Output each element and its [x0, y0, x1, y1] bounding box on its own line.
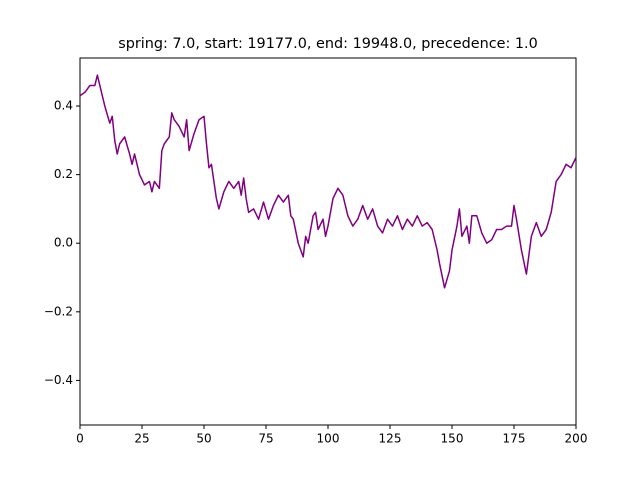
y-tick-label: 0.4 — [54, 99, 73, 113]
chart-title: spring: 7.0, start: 19177.0, end: 19948.… — [118, 36, 538, 52]
y-tick-label: −0.4 — [44, 373, 73, 387]
x-tick-label: 100 — [317, 432, 340, 446]
x-tick-label: 150 — [441, 432, 464, 446]
x-tick-label: 0 — [76, 432, 84, 446]
x-tick-label: 50 — [196, 432, 211, 446]
x-tick-label: 175 — [503, 432, 526, 446]
x-tick-label: 125 — [379, 432, 402, 446]
y-tick-label: 0.0 — [54, 236, 73, 250]
x-tick-label: 25 — [134, 432, 149, 446]
plot-frame — [79, 57, 577, 426]
y-tick-label: −0.2 — [44, 304, 73, 318]
x-tick-label: 75 — [258, 432, 273, 446]
x-tick-label: 200 — [565, 432, 588, 446]
data-line — [79, 74, 577, 289]
y-tick-label: 0.2 — [54, 167, 73, 181]
